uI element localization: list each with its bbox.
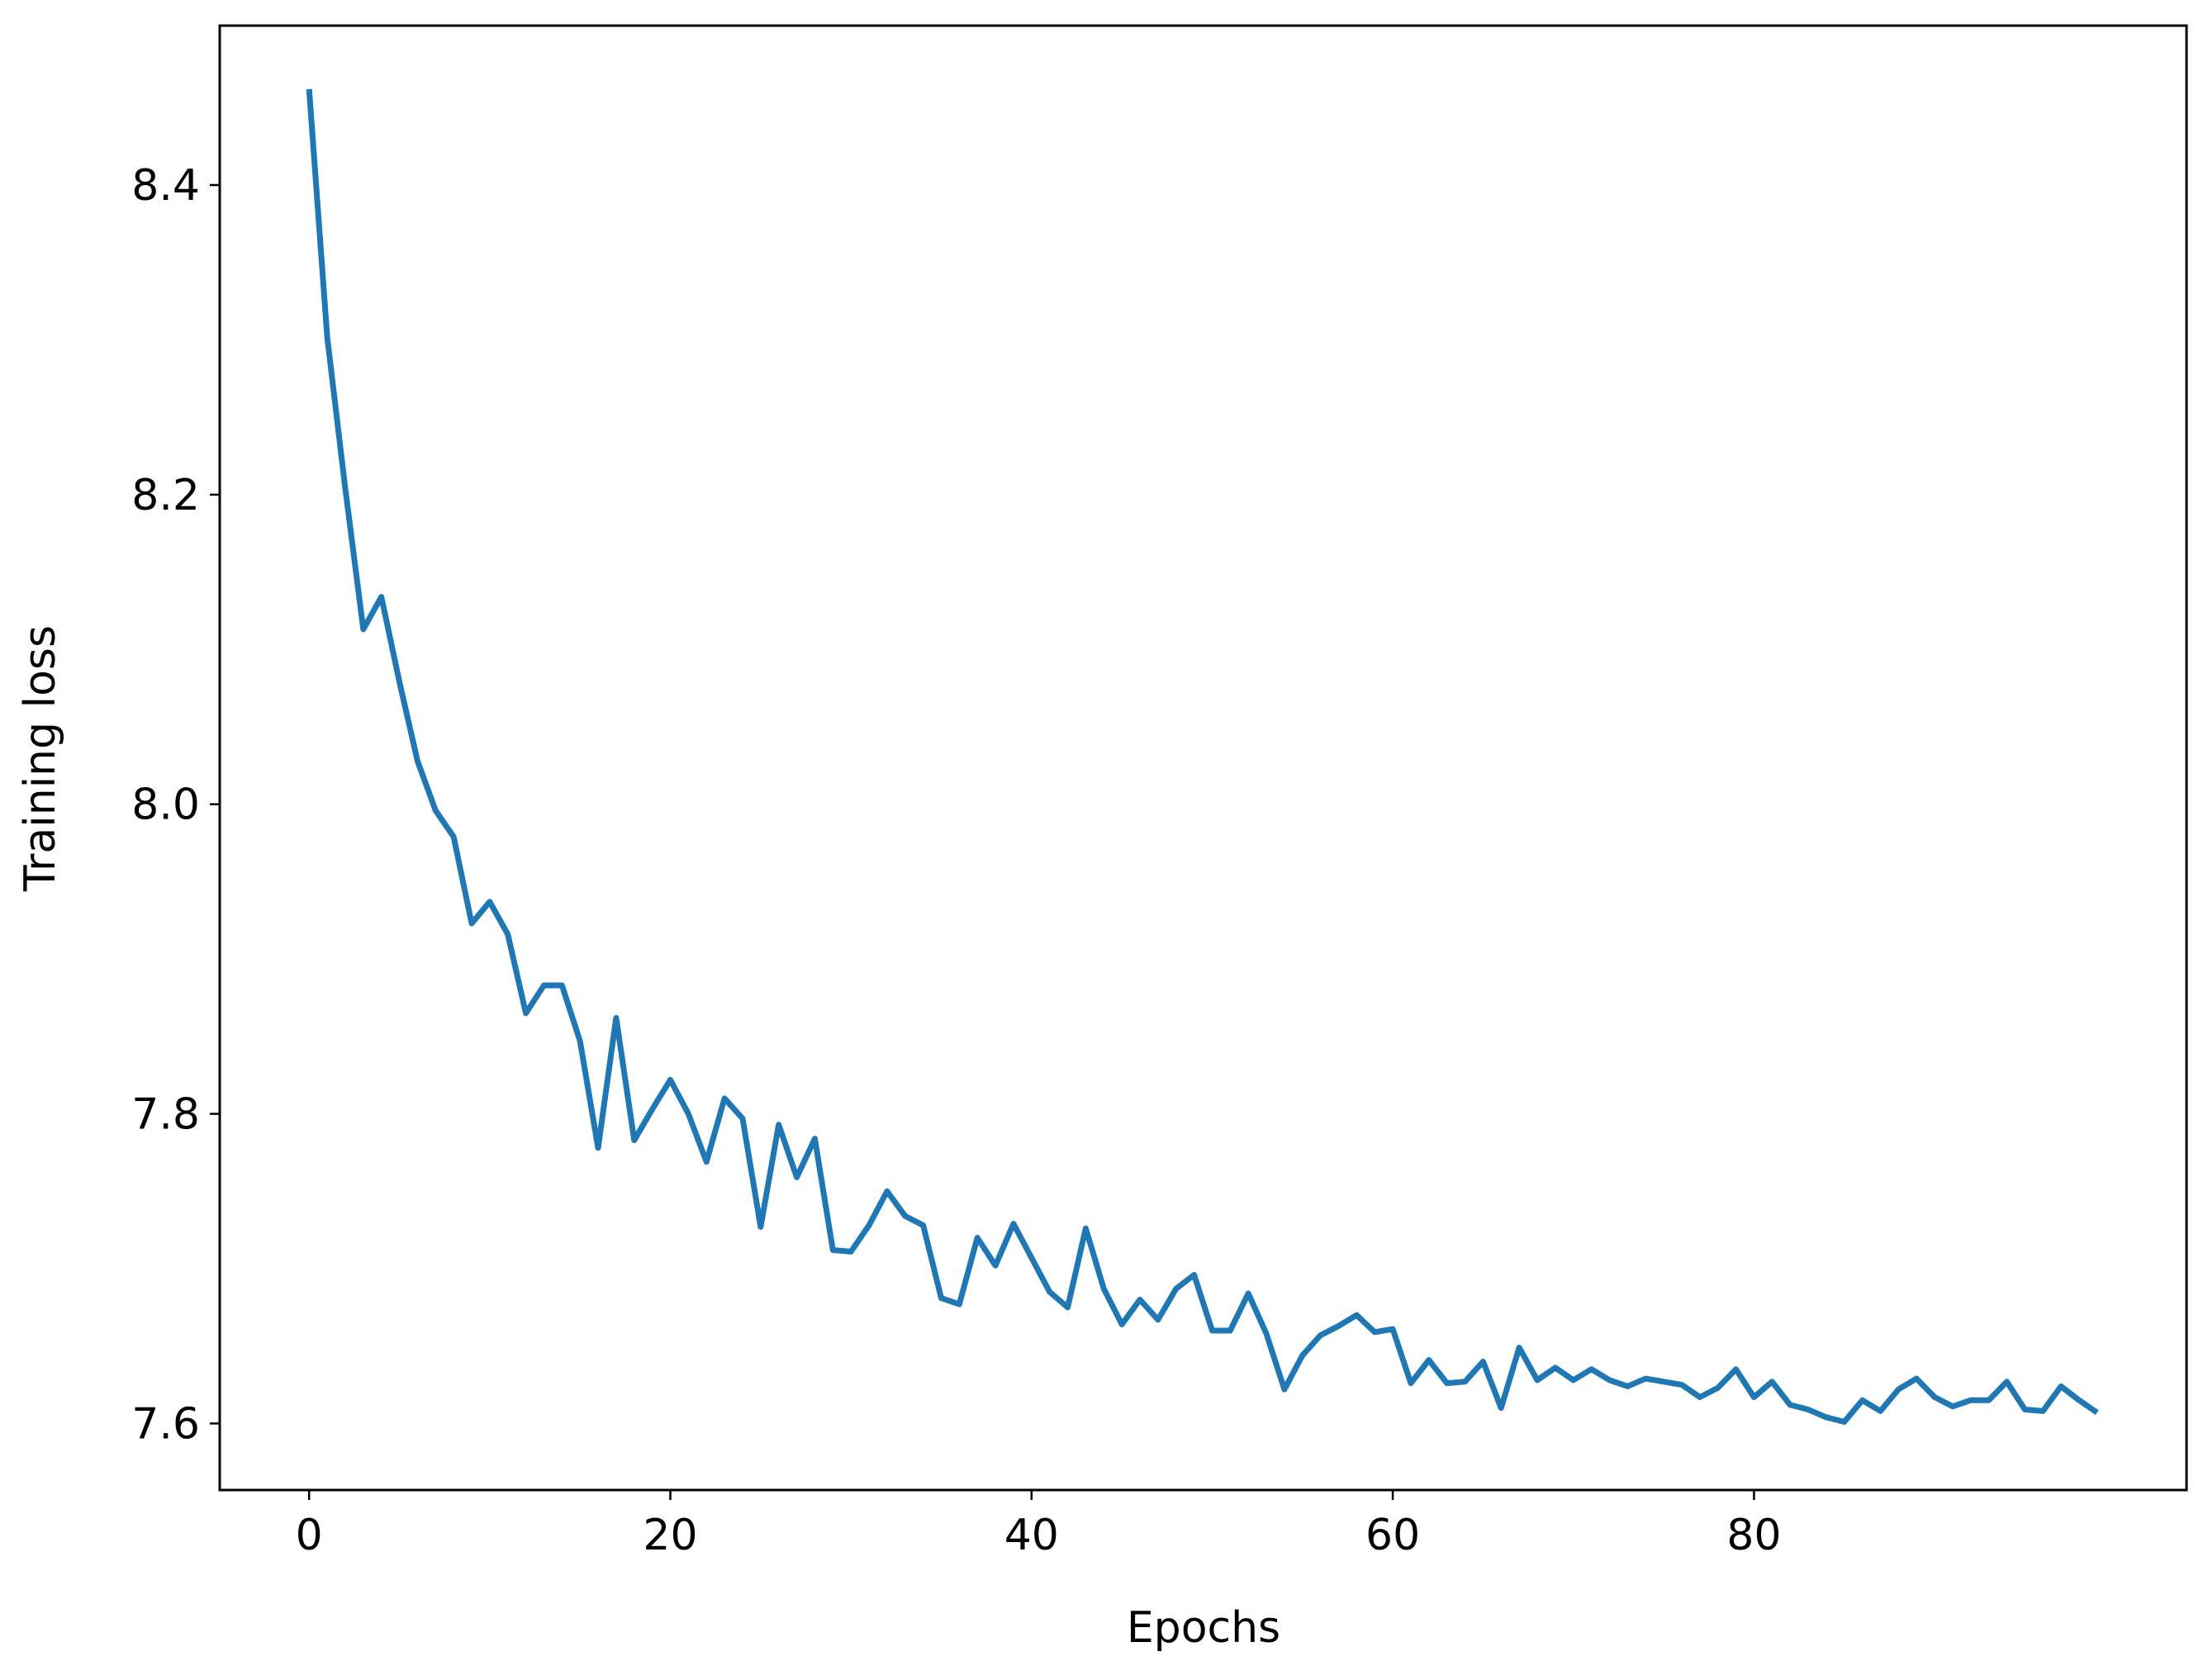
x-tick-label: 40: [1004, 1511, 1059, 1560]
x-tick-label: 0: [296, 1511, 323, 1560]
y-tick-label: 7.6: [131, 1399, 200, 1449]
y-tick-label: 8.4: [131, 161, 200, 211]
y-axis-label: Training loss: [16, 625, 65, 892]
x-axis-label: Epochs: [1127, 1603, 1280, 1653]
x-tick-label: 60: [1365, 1511, 1420, 1560]
line-series: [306, 88, 2099, 1426]
x-tick-label: 20: [643, 1511, 697, 1560]
y-tick-label: 8.2: [131, 471, 200, 520]
plot-frame: [218, 24, 2188, 1492]
y-tick-label: 8.0: [131, 781, 200, 830]
y-tick-label: 7.8: [131, 1090, 200, 1140]
x-tick-label: 80: [1726, 1511, 1781, 1560]
